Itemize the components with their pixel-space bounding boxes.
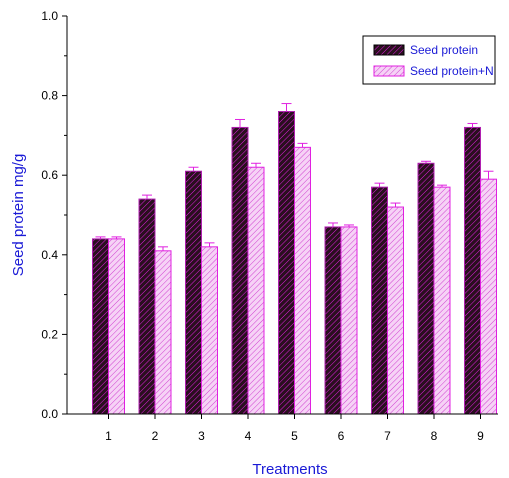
x-tick-label: 9 — [477, 429, 484, 443]
bar-series-2 — [154, 250, 172, 415]
y-tick-label: 0.0 — [41, 407, 58, 421]
y-tick-label: 0.8 — [41, 89, 58, 103]
x-tick-label: 1 — [105, 429, 112, 443]
y-axis-title: Seed protein mg/g — [10, 154, 27, 277]
bar-series-2 — [433, 186, 451, 415]
bar-series-2 — [247, 166, 265, 415]
bar-series-1 — [231, 126, 249, 415]
bar-series-1 — [92, 238, 109, 415]
y-tick-label: 0.4 — [41, 248, 58, 262]
bars-group — [92, 103, 497, 415]
bar-series-1 — [185, 170, 202, 415]
bar-series-2 — [387, 206, 404, 415]
bar-series-2 — [340, 226, 358, 415]
legend-label-seed-protein: Seed protein — [410, 43, 478, 57]
bar-series-2 — [480, 178, 497, 415]
legend-swatch-seed-protein — [373, 44, 405, 56]
bar-series-2 — [108, 238, 125, 415]
bar-series-1 — [464, 126, 481, 415]
bar-series-2 — [294, 146, 311, 415]
x-tick-label: 6 — [338, 429, 345, 443]
bar-series-1 — [324, 226, 342, 415]
legend-label-seed-protein-n: Seed protein+N — [410, 64, 494, 78]
legend-swatch-seed-protein-n — [373, 65, 405, 77]
x-tick-label: 2 — [152, 429, 159, 443]
x-tick-label: 5 — [291, 429, 298, 443]
y-tick-label: 1.0 — [41, 9, 58, 23]
x-tick-label: 7 — [384, 429, 391, 443]
bar-series-1 — [138, 198, 156, 415]
axes-group: 0.0 0.2 0.4 0.6 0.8 1.0 1 2 3 4 5 6 7 8 9 — [41, 9, 498, 443]
bar-series-1 — [278, 111, 295, 415]
y-tick-label: 0.6 — [41, 168, 58, 182]
x-tick-label: 4 — [245, 429, 252, 443]
x-tick-label: 8 — [431, 429, 438, 443]
legend: Seed protein Seed protein+N — [362, 35, 496, 85]
bar-series-1 — [417, 162, 435, 415]
x-axis-title: Treatments — [252, 461, 327, 478]
y-tick-label: 0.2 — [41, 327, 58, 341]
x-tick-label: 3 — [198, 429, 205, 443]
bar-series-2 — [201, 246, 218, 415]
bar-series-1 — [371, 186, 388, 415]
